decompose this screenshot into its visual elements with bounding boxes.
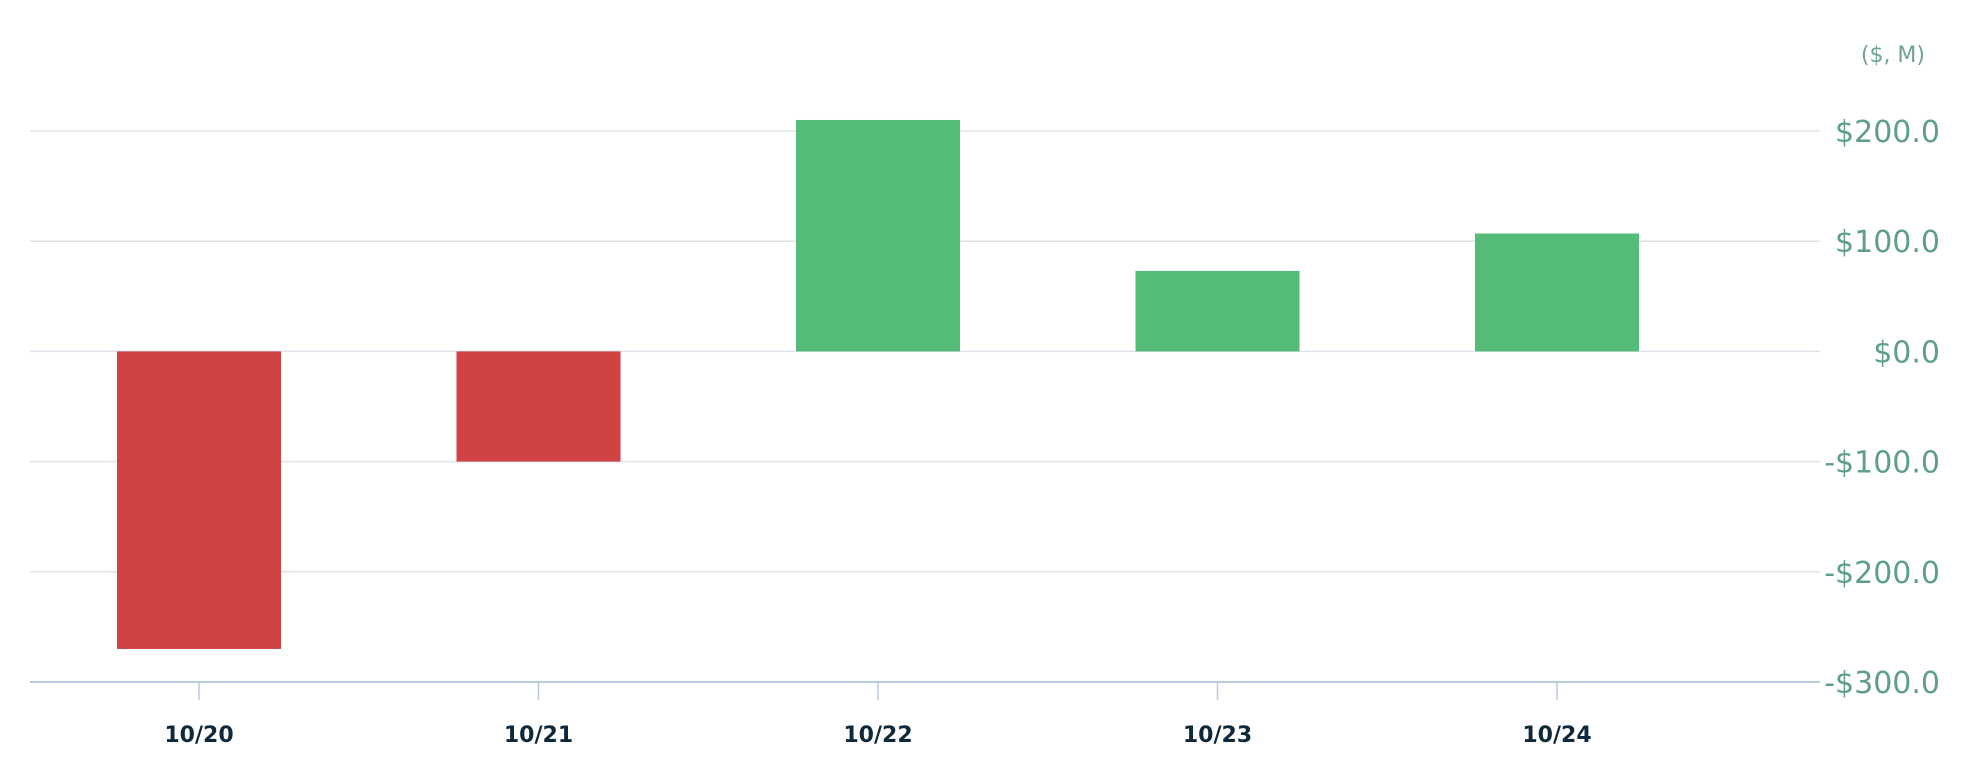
x-axis-ticks: 10/20 10/21 10/22 10/23 10/24	[164, 723, 1591, 748]
bar-10-23	[1135, 270, 1300, 352]
bars	[117, 119, 1639, 649]
x-tick-label: 10/23	[1183, 723, 1252, 748]
x-tick-label: 10/20	[164, 723, 233, 748]
x-tick-label: 10/22	[843, 723, 912, 748]
y-tick-label: $100.0	[1835, 225, 1940, 260]
y-tick-label: $200.0	[1835, 115, 1940, 150]
unit-label: ($, M)	[1861, 43, 1925, 68]
y-axis-ticks: $200.0 $100.0 $0.0 -$100.0 -$200.0 -$300.0	[1824, 115, 1940, 701]
y-tick-label: -$200.0	[1824, 556, 1940, 591]
bar-10-22	[796, 119, 960, 352]
y-tick-label: -$300.0	[1824, 666, 1940, 701]
bar-10-20	[117, 351, 281, 649]
x-tick-label: 10/21	[504, 723, 573, 748]
bar-10-24	[1475, 233, 1639, 352]
x-axis	[30, 681, 1820, 700]
x-tick-label: 10/24	[1522, 723, 1591, 748]
y-tick-label: $0.0	[1873, 335, 1940, 370]
bar-10-21	[456, 351, 621, 462]
y-tick-label: -$100.0	[1824, 446, 1940, 481]
